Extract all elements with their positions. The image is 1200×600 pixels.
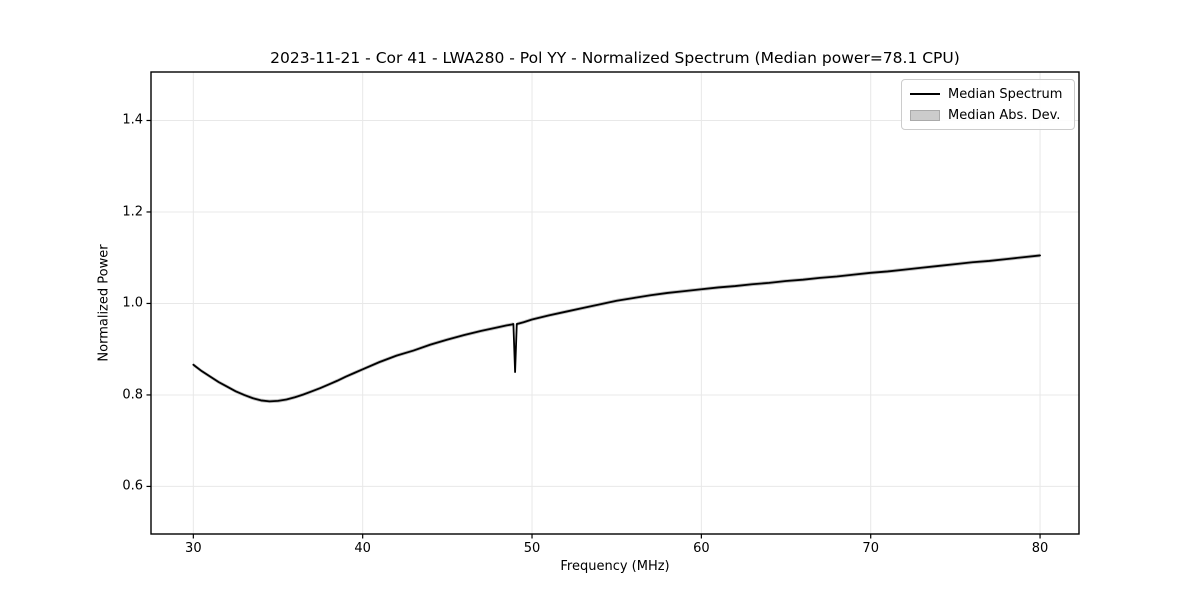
legend-label-median-abs-dev: Median Abs. Dev. [948, 107, 1061, 123]
y-tick-label: 1.2 [122, 204, 143, 220]
y-tick-label: 1.4 [122, 112, 143, 128]
y-tick-label: 0.8 [122, 387, 143, 403]
x-tick-label: 30 [185, 541, 202, 556]
x-tick-label: 70 [862, 541, 879, 556]
x-tick-label: 60 [693, 541, 710, 556]
chart-title: 2023-11-21 - Cor 41 - LWA280 - Pol YY - … [270, 49, 960, 67]
legend: Median Spectrum Median Abs. Dev. [901, 79, 1075, 130]
x-tick-label: 80 [1031, 541, 1049, 556]
x-tick-label: 50 [523, 541, 541, 556]
y-axis-label: Normalized Power [96, 244, 112, 362]
median-spectrum-line-swatch [910, 93, 940, 95]
median-abs-dev-patch-swatch [910, 109, 940, 121]
legend-entry-median-abs-dev: Median Abs. Dev. [910, 106, 1066, 124]
legend-label-median-spectrum: Median Spectrum [948, 86, 1063, 102]
legend-entry-median-spectrum: Median Spectrum [910, 85, 1066, 103]
y-tick-label: 0.6 [122, 478, 143, 494]
median-spectrum-line [192, 254, 1041, 403]
y-tick-label: 1.0 [122, 295, 143, 311]
x-tick-label: 40 [354, 541, 371, 556]
x-axis-label: Frequency (MHz) [560, 559, 670, 574]
median-abs-dev-band [193, 253, 1041, 404]
